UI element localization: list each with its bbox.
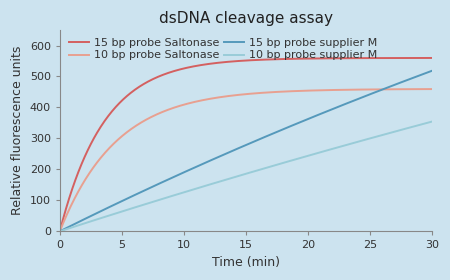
10 bp probe Saltonase xyxy=(123,132,128,135)
15 bp probe supplier M xyxy=(153,184,158,187)
Y-axis label: Relative fluorescence units: Relative fluorescence units xyxy=(11,46,24,215)
10 bp probe supplier M xyxy=(225,177,231,181)
10 bp probe supplier M xyxy=(57,230,63,233)
Legend: 15 bp probe Saltonase, 10 bp probe Saltonase, 15 bp probe supplier M, 10 bp prob: 15 bp probe Saltonase, 10 bp probe Salto… xyxy=(69,38,377,60)
15 bp probe Saltonase xyxy=(429,56,435,60)
15 bp probe supplier M xyxy=(57,230,63,233)
10 bp probe supplier M xyxy=(429,120,435,123)
X-axis label: Time (min): Time (min) xyxy=(212,256,280,269)
15 bp probe Saltonase xyxy=(123,95,128,99)
10 bp probe Saltonase xyxy=(306,89,311,92)
Line: 10 bp probe supplier M: 10 bp probe supplier M xyxy=(60,122,432,231)
15 bp probe supplier M xyxy=(306,117,311,121)
Title: dsDNA cleavage assay: dsDNA cleavage assay xyxy=(159,11,333,26)
15 bp probe supplier M xyxy=(429,69,435,73)
10 bp probe Saltonase xyxy=(225,94,231,98)
10 bp probe Saltonase xyxy=(153,113,158,117)
15 bp probe supplier M xyxy=(337,104,342,108)
10 bp probe supplier M xyxy=(123,209,128,212)
15 bp probe Saltonase xyxy=(57,230,63,233)
15 bp probe Saltonase xyxy=(225,60,231,64)
15 bp probe Saltonase xyxy=(276,57,282,61)
10 bp probe supplier M xyxy=(153,199,158,203)
10 bp probe supplier M xyxy=(337,145,342,148)
15 bp probe supplier M xyxy=(225,151,231,154)
10 bp probe Saltonase xyxy=(276,90,282,94)
10 bp probe supplier M xyxy=(306,154,311,157)
10 bp probe Saltonase xyxy=(57,230,63,233)
Line: 10 bp probe Saltonase: 10 bp probe Saltonase xyxy=(60,89,432,231)
15 bp probe supplier M xyxy=(123,198,128,201)
Line: 15 bp probe Saltonase: 15 bp probe Saltonase xyxy=(60,58,432,231)
10 bp probe supplier M xyxy=(276,162,282,166)
15 bp probe Saltonase xyxy=(337,57,342,60)
10 bp probe Saltonase xyxy=(337,88,342,92)
Line: 15 bp probe supplier M: 15 bp probe supplier M xyxy=(60,71,432,231)
15 bp probe supplier M xyxy=(276,129,282,133)
15 bp probe Saltonase xyxy=(153,76,158,80)
10 bp probe Saltonase xyxy=(429,87,435,91)
15 bp probe Saltonase xyxy=(306,57,311,60)
